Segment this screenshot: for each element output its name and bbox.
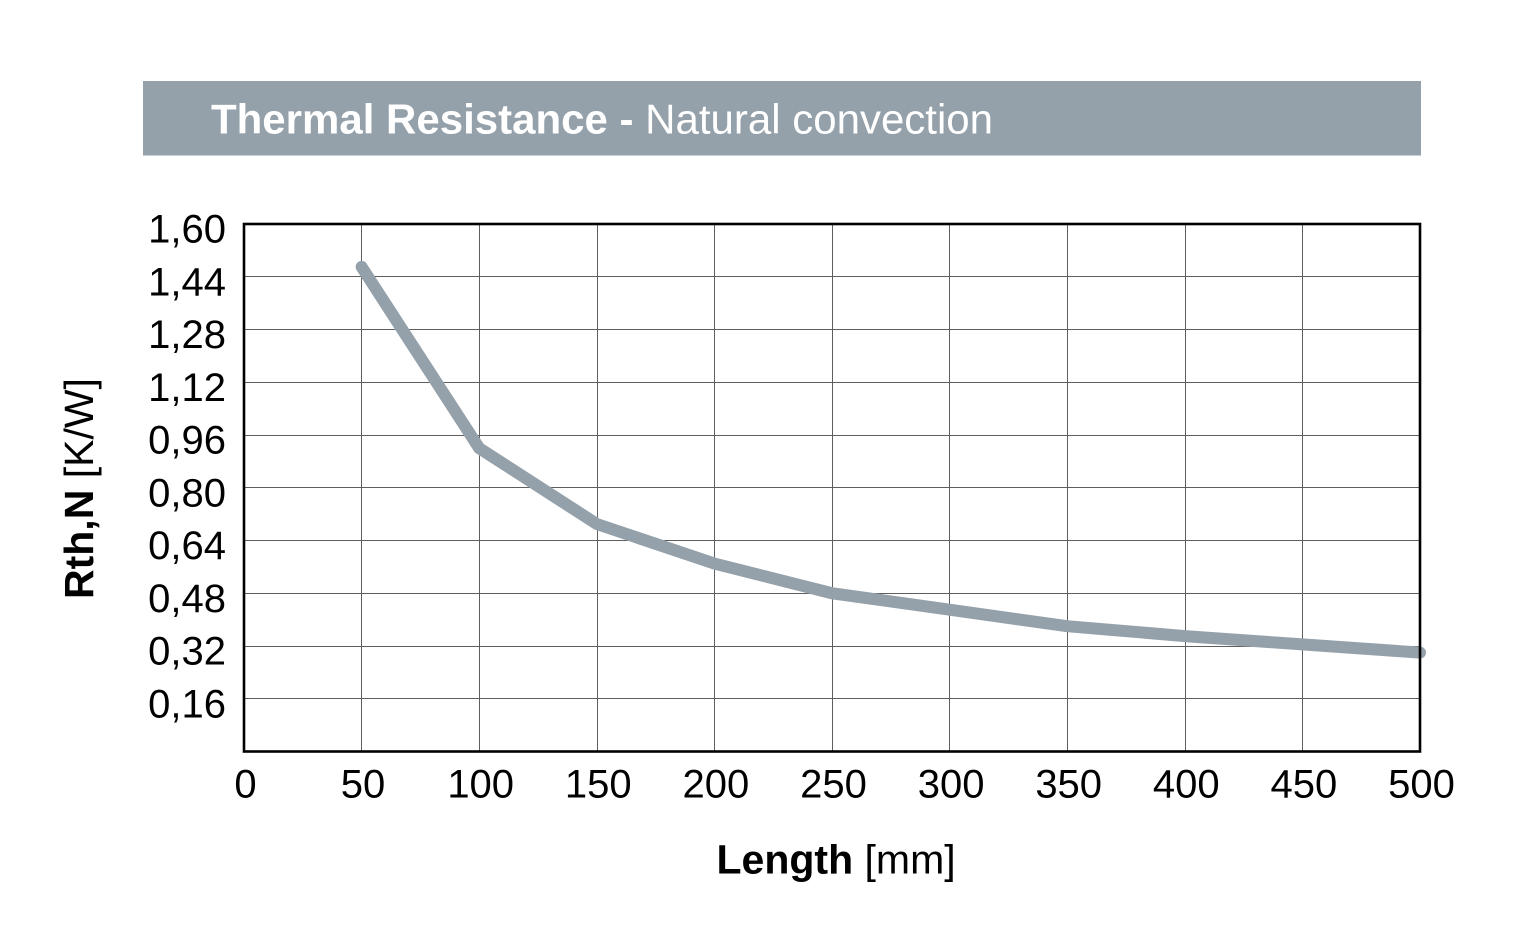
- svg-text:Thermal Resistance - Natural c: Thermal Resistance - Natural convection: [211, 96, 993, 143]
- svg-text:Length [mm]: Length [mm]: [717, 837, 956, 883]
- svg-text:500: 500: [1388, 763, 1455, 807]
- svg-text:1,60: 1,60: [148, 208, 226, 252]
- svg-text:0,96: 0,96: [148, 419, 226, 463]
- svg-text:350: 350: [1035, 763, 1102, 807]
- svg-text:300: 300: [918, 763, 985, 807]
- svg-text:250: 250: [800, 763, 867, 807]
- svg-text:0,64: 0,64: [148, 524, 226, 568]
- svg-text:200: 200: [683, 763, 750, 807]
- svg-text:Rth,N [K/W]: Rth,N [K/W]: [56, 378, 102, 599]
- svg-text:0,32: 0,32: [148, 630, 226, 674]
- svg-text:0,48: 0,48: [148, 577, 226, 621]
- svg-text:1,12: 1,12: [148, 366, 226, 410]
- svg-text:0,80: 0,80: [148, 471, 226, 515]
- svg-text:100: 100: [447, 763, 514, 807]
- svg-text:1,44: 1,44: [148, 260, 226, 304]
- svg-text:400: 400: [1153, 763, 1220, 807]
- svg-text:450: 450: [1271, 763, 1338, 807]
- svg-text:1,28: 1,28: [148, 313, 226, 357]
- svg-text:0,16: 0,16: [148, 682, 226, 726]
- svg-text:150: 150: [565, 763, 632, 807]
- svg-text:50: 50: [341, 763, 386, 807]
- svg-text:0: 0: [234, 763, 256, 807]
